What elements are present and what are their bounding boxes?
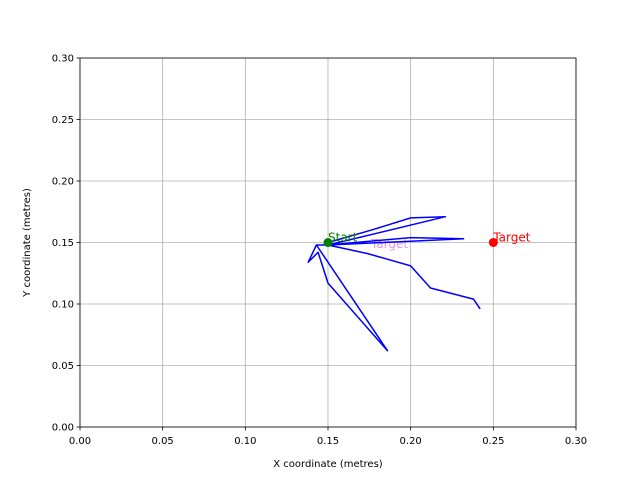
y-tick-label: 0.25 [52,115,74,126]
y-tick-label: 0.30 [52,54,74,65]
y-tick-label: 0.20 [52,177,74,188]
x-tick-label: 0.30 [565,436,587,447]
x-tick-label: 0.20 [400,436,422,447]
x-tick-label: 0.25 [482,436,504,447]
marker-layer: Start Target [323,231,531,247]
y-tick-label: 0.05 [52,361,74,372]
start-marker [323,238,333,247]
y-tick-label: 0.10 [52,300,74,311]
x-tick-label: 0.05 [152,436,174,447]
start-label: Start [328,231,358,245]
x-tick-label: 0.15 [317,436,339,447]
x-axis-label: X coordinate (metres) [273,459,383,470]
y-tick-label: 0.00 [52,423,74,434]
x-tick-label: 0.10 [234,436,256,447]
y-axis-label: Y coordinate (metres) [22,188,33,298]
series-layer: Target [307,215,481,352]
x-tick-label: 0.00 [69,436,91,447]
trajectory-line [307,215,481,352]
y-tick-label: 0.15 [52,238,74,249]
target-label: Target [492,231,530,245]
target-marker [488,238,498,247]
ticks: 0.00 0.05 0.10 0.15 0.20 0.25 0.30 0.00 0.05 0.10… [52,54,587,448]
